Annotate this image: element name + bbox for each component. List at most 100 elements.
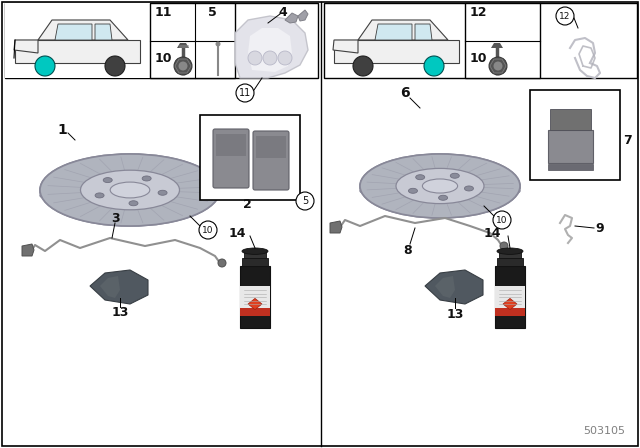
Text: 10: 10 — [154, 52, 172, 65]
Text: 1: 1 — [57, 123, 67, 137]
Circle shape — [216, 42, 221, 47]
Circle shape — [263, 51, 277, 65]
Ellipse shape — [360, 181, 520, 200]
Bar — [548, 130, 593, 163]
Polygon shape — [425, 270, 483, 304]
Circle shape — [236, 84, 254, 102]
Polygon shape — [248, 298, 262, 310]
Bar — [200, 115, 300, 200]
Ellipse shape — [110, 182, 150, 198]
Ellipse shape — [40, 154, 220, 226]
Polygon shape — [235, 16, 308, 78]
Bar — [5, 3, 318, 78]
Text: 4: 4 — [278, 5, 287, 18]
Text: 11: 11 — [154, 5, 172, 18]
Bar — [150, 3, 235, 78]
Bar — [244, 250, 266, 258]
Ellipse shape — [142, 176, 151, 181]
Circle shape — [179, 61, 188, 70]
Polygon shape — [435, 276, 455, 298]
Bar — [530, 90, 620, 180]
Bar — [499, 250, 521, 258]
Text: 10: 10 — [496, 215, 508, 224]
Circle shape — [218, 259, 226, 267]
Bar — [495, 286, 525, 316]
Ellipse shape — [451, 173, 460, 178]
Polygon shape — [298, 10, 308, 21]
Text: 11: 11 — [239, 88, 251, 98]
Text: 8: 8 — [404, 244, 412, 257]
Bar — [240, 286, 270, 316]
Polygon shape — [334, 40, 459, 63]
Circle shape — [556, 7, 574, 25]
Bar — [550, 109, 591, 130]
Text: 3: 3 — [111, 211, 119, 224]
Text: 5: 5 — [207, 5, 216, 18]
Polygon shape — [22, 244, 34, 256]
Polygon shape — [491, 43, 503, 48]
Ellipse shape — [95, 193, 104, 198]
Bar — [240, 308, 270, 316]
Ellipse shape — [40, 185, 220, 206]
Polygon shape — [14, 40, 38, 53]
Polygon shape — [285, 13, 298, 23]
Polygon shape — [375, 24, 412, 40]
Polygon shape — [90, 270, 148, 304]
Ellipse shape — [360, 181, 520, 197]
Polygon shape — [55, 24, 92, 40]
Circle shape — [493, 211, 511, 229]
Text: 7: 7 — [623, 134, 632, 146]
Text: 6: 6 — [400, 86, 410, 100]
Polygon shape — [15, 40, 140, 63]
Ellipse shape — [497, 248, 523, 254]
Ellipse shape — [242, 248, 268, 254]
Circle shape — [424, 56, 444, 76]
Ellipse shape — [40, 184, 220, 202]
Ellipse shape — [438, 195, 447, 200]
Ellipse shape — [416, 175, 425, 180]
Circle shape — [489, 57, 507, 75]
Circle shape — [248, 51, 262, 65]
Text: 9: 9 — [596, 221, 604, 234]
Bar — [548, 164, 593, 170]
Ellipse shape — [40, 154, 220, 226]
Text: 12: 12 — [559, 12, 571, 21]
Bar — [256, 136, 286, 158]
Circle shape — [353, 56, 373, 76]
Ellipse shape — [396, 168, 484, 203]
Circle shape — [174, 57, 192, 75]
Circle shape — [278, 51, 292, 65]
Text: 13: 13 — [446, 309, 464, 322]
Ellipse shape — [103, 177, 112, 183]
Text: 2: 2 — [243, 198, 252, 211]
Polygon shape — [333, 40, 358, 53]
Text: 14: 14 — [228, 227, 246, 240]
Text: 14: 14 — [483, 227, 500, 240]
Text: 503105: 503105 — [583, 426, 625, 436]
Bar — [465, 3, 540, 78]
Circle shape — [296, 192, 314, 210]
Bar — [495, 266, 525, 328]
Circle shape — [199, 221, 217, 239]
Bar — [497, 258, 523, 266]
Ellipse shape — [408, 188, 417, 194]
Polygon shape — [95, 24, 112, 40]
Polygon shape — [330, 221, 342, 233]
Bar — [5, 3, 150, 78]
Ellipse shape — [360, 154, 520, 218]
Polygon shape — [100, 276, 120, 298]
FancyBboxPatch shape — [253, 131, 289, 190]
Circle shape — [493, 61, 502, 70]
Text: 12: 12 — [469, 5, 487, 18]
Bar — [495, 308, 525, 316]
Ellipse shape — [465, 186, 474, 191]
Polygon shape — [415, 24, 432, 40]
Polygon shape — [248, 28, 292, 72]
Bar — [242, 258, 268, 266]
Ellipse shape — [360, 154, 520, 218]
Bar — [240, 266, 270, 328]
Ellipse shape — [129, 201, 138, 206]
FancyBboxPatch shape — [213, 129, 249, 188]
Text: 10: 10 — [469, 52, 487, 65]
Circle shape — [500, 242, 508, 250]
